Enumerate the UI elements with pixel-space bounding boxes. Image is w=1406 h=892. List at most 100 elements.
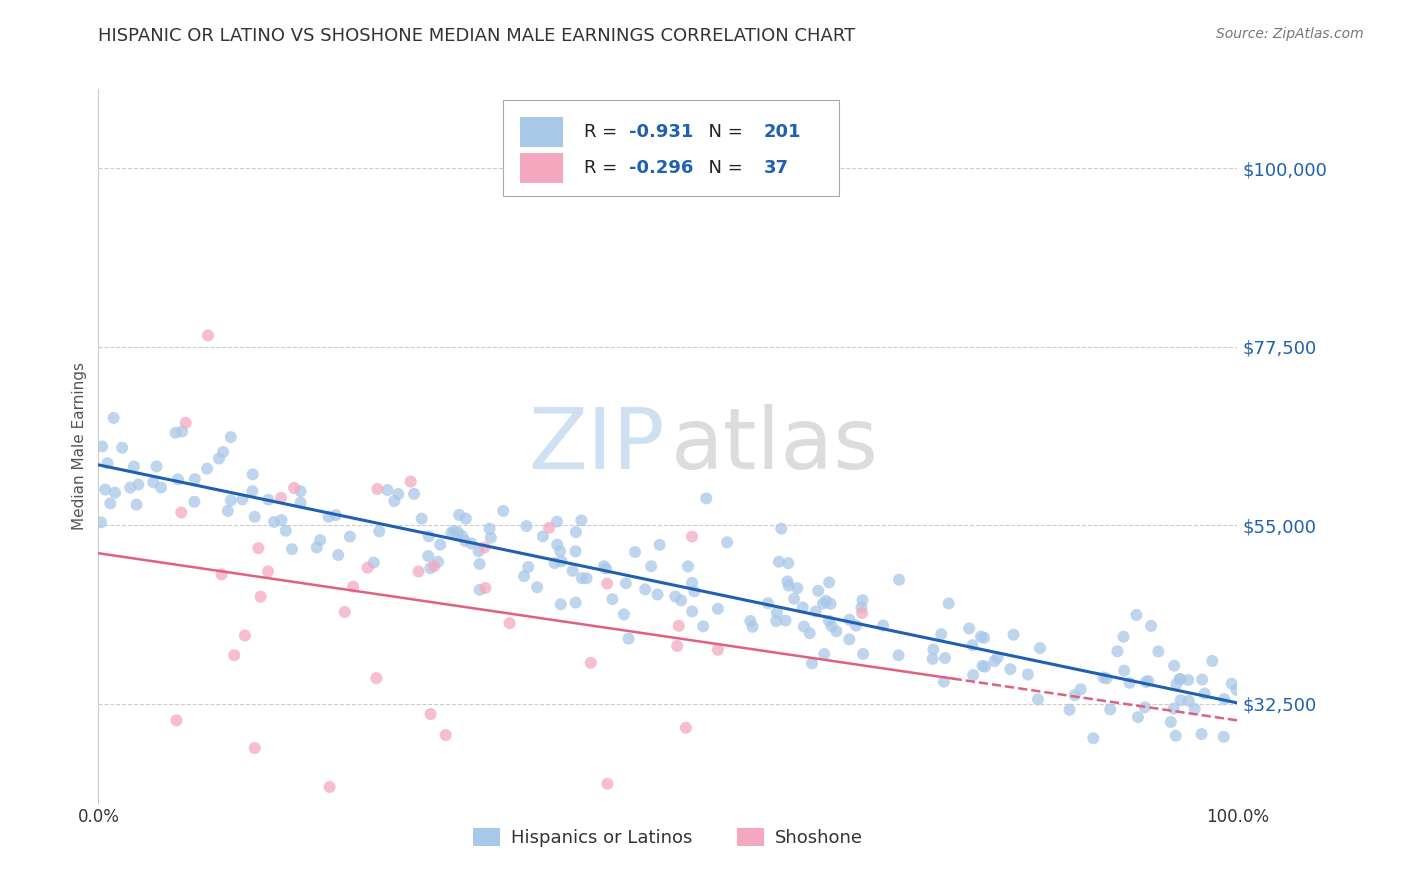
Point xyxy=(356,560,378,574)
Point xyxy=(692,619,714,633)
Point xyxy=(1212,730,1234,744)
Point xyxy=(333,605,356,619)
Point xyxy=(617,632,640,646)
Point xyxy=(1194,686,1216,700)
Point xyxy=(681,530,703,544)
Point xyxy=(408,565,430,579)
Point xyxy=(498,616,520,631)
Point xyxy=(675,721,697,735)
Point xyxy=(526,580,548,594)
Point xyxy=(387,487,409,501)
Point xyxy=(467,544,489,558)
Point xyxy=(820,597,842,611)
Point xyxy=(211,567,233,582)
Point xyxy=(872,618,894,632)
Point xyxy=(1184,702,1206,716)
Point xyxy=(515,519,537,533)
Point xyxy=(776,574,799,589)
Point xyxy=(429,538,451,552)
Point xyxy=(443,524,465,538)
Point xyxy=(219,493,242,508)
Legend: Hispanics or Latinos, Shoshone: Hispanics or Latinos, Shoshone xyxy=(465,821,870,855)
Point xyxy=(90,516,112,530)
Point xyxy=(339,530,361,544)
Point xyxy=(167,472,190,486)
Point xyxy=(938,597,960,611)
Point xyxy=(125,498,148,512)
Point xyxy=(1137,673,1160,688)
Point xyxy=(1083,731,1105,746)
Point xyxy=(624,545,647,559)
Point xyxy=(548,544,571,558)
Point xyxy=(1163,701,1185,715)
Point xyxy=(695,491,717,506)
Point xyxy=(165,425,187,440)
Point xyxy=(1201,654,1223,668)
Y-axis label: Median Male Earnings: Median Male Earnings xyxy=(72,362,87,530)
Point xyxy=(1225,682,1247,697)
Point xyxy=(247,541,270,556)
Text: atlas: atlas xyxy=(671,404,879,488)
Point xyxy=(987,650,1010,665)
Point xyxy=(290,484,312,499)
Point xyxy=(318,780,340,794)
Point xyxy=(513,569,536,583)
Point xyxy=(818,575,841,590)
Point xyxy=(382,494,405,508)
Point xyxy=(921,652,943,666)
Point xyxy=(929,627,952,641)
Point xyxy=(242,484,264,499)
Point xyxy=(740,614,762,628)
Point xyxy=(1107,644,1129,658)
Point xyxy=(851,600,873,615)
Point xyxy=(922,642,945,657)
Point xyxy=(224,648,246,663)
Point xyxy=(122,459,145,474)
Point xyxy=(460,536,482,550)
Point xyxy=(318,509,340,524)
Point xyxy=(468,557,491,571)
Point xyxy=(451,529,474,543)
Point xyxy=(411,511,433,525)
Point xyxy=(707,642,730,657)
Point xyxy=(595,561,617,575)
Point xyxy=(811,597,834,611)
Point xyxy=(1133,700,1156,714)
Point xyxy=(681,575,703,590)
Point xyxy=(962,668,984,682)
Text: N =: N = xyxy=(697,159,749,177)
Point xyxy=(596,777,619,791)
Point xyxy=(479,531,502,545)
Point xyxy=(96,456,118,470)
Point xyxy=(1092,670,1115,684)
Point xyxy=(270,513,292,527)
Point xyxy=(550,554,572,568)
Point xyxy=(447,525,470,540)
Point xyxy=(217,504,239,518)
Point xyxy=(399,475,422,489)
Point xyxy=(233,628,256,642)
Point xyxy=(799,626,821,640)
Point xyxy=(219,430,242,444)
Point xyxy=(1026,692,1049,706)
Point xyxy=(531,529,554,543)
Point xyxy=(640,559,662,574)
Point xyxy=(91,439,114,453)
FancyBboxPatch shape xyxy=(503,100,839,196)
Point xyxy=(120,481,142,495)
Point xyxy=(1063,688,1085,702)
Point xyxy=(766,606,789,620)
Point xyxy=(825,624,848,639)
Point xyxy=(778,556,800,570)
Point xyxy=(783,591,806,606)
Point xyxy=(664,590,686,604)
Point xyxy=(613,607,636,622)
Point xyxy=(786,581,808,595)
Point xyxy=(957,622,980,636)
Point xyxy=(103,411,125,425)
Point xyxy=(243,741,266,756)
Point xyxy=(676,559,699,574)
Point xyxy=(983,654,1005,668)
Point xyxy=(197,328,219,343)
Point xyxy=(741,620,763,634)
